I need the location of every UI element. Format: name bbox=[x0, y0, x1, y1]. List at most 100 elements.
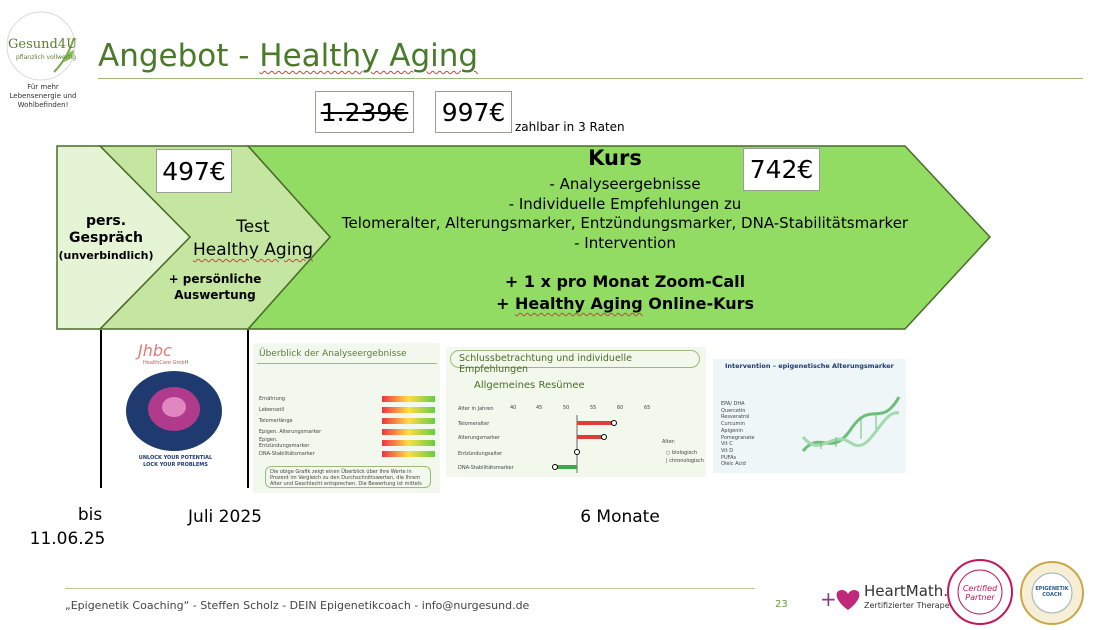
step-personal-talk: pers. Gespräch (unverbindlich) bbox=[58, 213, 154, 264]
timeline-divider-1 bbox=[100, 330, 102, 488]
new-price: 997€ bbox=[441, 97, 506, 127]
installments-text: zahlbar in 3 Raten bbox=[515, 120, 625, 134]
dna-icon bbox=[801, 396, 901, 452]
auswertung-line1: + persönliche bbox=[168, 272, 262, 286]
kurs-extra-zoom: + 1 x pro Monat Zoom-Call bbox=[504, 272, 746, 291]
book-caption-2: LOCK YOUR PROBLEMS bbox=[143, 462, 208, 468]
overview-row: Epigen. Entzündungsmarker bbox=[259, 437, 435, 449]
test-line2: Healthy Aging bbox=[193, 240, 313, 260]
overview-thumbnail: Überblick der Analyseergebnisse Ernährun… bbox=[253, 343, 440, 493]
intervention-thumbnail: Intervention – epigenetische Alterungsma… bbox=[713, 359, 906, 473]
intervention-list: EPA/ DHA Quercetin Resveratrol Curcumin … bbox=[721, 401, 754, 468]
summary-legend-title: Alter: bbox=[662, 439, 676, 445]
timeline-date: 11.06.25 bbox=[29, 529, 106, 549]
footer-divider bbox=[65, 588, 755, 589]
timeline-juli: Juli 2025 bbox=[188, 507, 262, 527]
kurs-extra-online: + Healthy Aging Online-Kurs bbox=[495, 294, 755, 313]
page-title: Angebot - Healthy Aging bbox=[98, 38, 479, 74]
old-price-box: 1.239€ bbox=[315, 91, 414, 133]
footer-text: „Epigenetik Coaching“ - Steffen Scholz -… bbox=[65, 599, 530, 612]
auswertung-line2: Auswertung bbox=[174, 288, 256, 302]
cell-image bbox=[126, 371, 222, 451]
test-price-box: 497€ bbox=[156, 149, 232, 193]
overview-divider bbox=[257, 363, 437, 364]
timeline-divider-2 bbox=[247, 330, 249, 488]
summary-legend-2: | chronologisch bbox=[666, 458, 704, 464]
badge2-text: EPIGENETIK COACH bbox=[1035, 586, 1069, 598]
kurs-title: Kurs bbox=[588, 146, 642, 170]
page-number: 23 bbox=[775, 599, 788, 610]
test-line1: Test bbox=[236, 217, 270, 237]
heartmath-subtitle: Zertifizierter Therapeut bbox=[864, 601, 958, 610]
kurs-item: - Individuelle Empfehlungen zu bbox=[508, 194, 742, 213]
intervention-title: Intervention – epigenetische Alterungsma… bbox=[725, 362, 894, 370]
pers-line2: Gespräch bbox=[69, 230, 143, 246]
summary-chart bbox=[552, 415, 617, 473]
summary-legend-1: ○ biologisch bbox=[666, 450, 698, 456]
summary-row-label: Alterungsmarker bbox=[458, 435, 500, 441]
intervention-item: Oleic Acid bbox=[721, 461, 746, 468]
step-auswertung: + persönliche Auswertung bbox=[160, 271, 270, 303]
intervention-item: Apigenin bbox=[721, 427, 743, 434]
axis-tick: 55 bbox=[590, 405, 597, 411]
book-caption-1: UNLOCK YOUR POTENTIAL bbox=[138, 455, 213, 461]
overview-row: Ernährung bbox=[259, 393, 435, 404]
pers-line3: (unverbindlich) bbox=[58, 249, 154, 262]
timeline-bis: bis bbox=[77, 505, 103, 525]
kurs-extras: + 1 x pro Monat Zoom-Call + Healthy Agin… bbox=[400, 271, 850, 315]
summary-subtitle: Allgemeines Resümee bbox=[474, 380, 585, 391]
overview-rows: Ernährung Lebensstil Telomerlänge Epigen… bbox=[259, 393, 435, 459]
axis-tick: 60 bbox=[617, 405, 624, 411]
kurs-list: - Analyseergebnisse - Individuelle Empfe… bbox=[340, 175, 910, 253]
summary-thumbnail: Schlussbetrachtung und individuelle Empf… bbox=[446, 347, 706, 477]
svg-text:+: + bbox=[820, 587, 837, 611]
kurs-item: - Analyseergebnisse bbox=[549, 175, 701, 193]
intervention-item: Curcumin bbox=[721, 421, 745, 428]
overview-note: Die obige Grafik zeigt einen Überblick ü… bbox=[265, 466, 431, 488]
kurs-price: 742€ bbox=[749, 155, 814, 184]
old-price: 1.239€ bbox=[320, 97, 409, 127]
pers-arrow bbox=[56, 145, 192, 330]
book-brand-sub: HealthCare GmbH bbox=[143, 360, 189, 366]
logo-slogan: pflanzlich vollwertig bbox=[16, 54, 77, 61]
summary-row-label: Telomeralter bbox=[458, 421, 490, 427]
axis-tick: 40 bbox=[510, 405, 517, 411]
intervention-item: Resveratrol bbox=[721, 414, 750, 421]
overview-row: Epigen. Alterungsmarker bbox=[259, 426, 435, 437]
overview-title: Überblick der Analyseergebnisse bbox=[259, 349, 407, 359]
heartmath-name: HeartMath. bbox=[864, 582, 949, 600]
badge1-text: Certified Partner bbox=[962, 584, 998, 602]
overview-row: Lebensstil bbox=[259, 404, 435, 415]
summary-row-label: DNA-Stabilitätsmarker bbox=[458, 465, 514, 471]
heartmath-logo: + bbox=[820, 580, 862, 620]
axis-tick: 65 bbox=[644, 405, 651, 411]
logo-tagline: Für mehr Lebensenergie und Wohlbefinden! bbox=[9, 83, 77, 109]
intervention-item: PUFAs bbox=[721, 454, 737, 461]
new-price-box: 997€ bbox=[435, 91, 512, 133]
axis-tick: 45 bbox=[536, 405, 543, 411]
title-divider bbox=[98, 78, 1083, 79]
overview-row: DNA-Stabilitätsmarker bbox=[259, 448, 435, 459]
intervention-item: EPA/ DHA bbox=[721, 401, 745, 407]
summary-row-label: Entzündungsalter bbox=[458, 451, 503, 457]
book-brand: Jhbc bbox=[138, 341, 172, 360]
book-thumbnail: Jhbc HealthCare GmbH UNLOCK YOUR POTENTI… bbox=[108, 333, 241, 485]
overview-row: Telomerlänge bbox=[259, 415, 435, 426]
test-price: 497€ bbox=[162, 156, 226, 186]
epigenetik-coach-badge: EPIGENETIK COACH bbox=[1019, 560, 1085, 626]
brand-logo: Gesund4U pflanzlich vollwertig bbox=[4, 10, 78, 82]
kurs-item: - Intervention bbox=[574, 233, 676, 252]
intervention-item: Quercetin bbox=[721, 407, 746, 414]
pers-line1: pers. bbox=[85, 213, 127, 229]
summary-title: Schlussbetrachtung und individuelle Empf… bbox=[450, 350, 700, 375]
logo-brand: Gesund4U bbox=[8, 37, 78, 52]
timeline-months: 6 Monate bbox=[580, 507, 660, 527]
intervention-item: Pomegranate bbox=[721, 434, 755, 441]
kurs-price-box: 742€ bbox=[743, 148, 820, 191]
summary-axis-label: Alter in Jahren bbox=[458, 406, 494, 412]
intervention-item: Vit D bbox=[721, 447, 734, 454]
axis-tick: 50 bbox=[563, 405, 570, 411]
intervention-item: Vit C bbox=[721, 441, 733, 448]
kurs-item: Telomeralter, Alterungsmarker, Entzündun… bbox=[341, 214, 909, 232]
